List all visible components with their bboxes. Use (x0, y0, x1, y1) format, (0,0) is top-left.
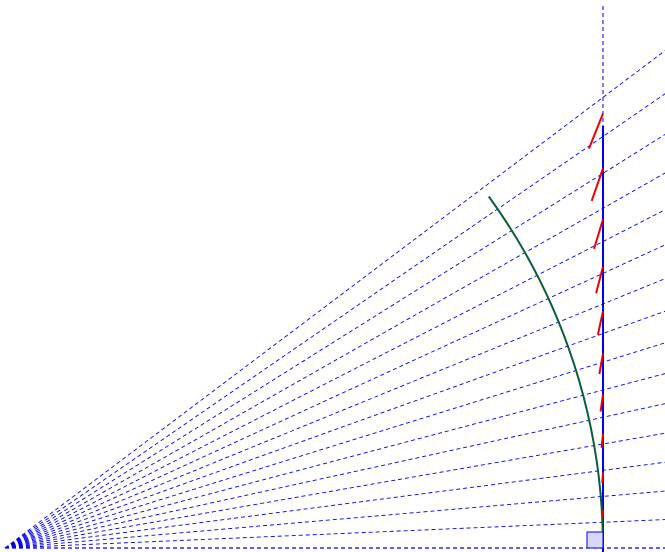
ray-line (4, 278, 665, 549)
right-angle-marker (586, 531, 604, 549)
ray-line (4, 461, 665, 549)
ray-line (4, 93, 665, 549)
ray-line (4, 432, 665, 549)
tangent-segment (600, 433, 604, 448)
tangent-segments (588, 113, 604, 518)
ray-line (4, 342, 665, 549)
ray-line (4, 50, 665, 549)
ray-line (4, 490, 665, 549)
ray-line (4, 373, 665, 549)
tangent-segment (598, 353, 604, 375)
radial-rays (4, 50, 665, 549)
tangent-segment (593, 218, 604, 250)
tangent-segment (601, 472, 604, 483)
ray-line (4, 244, 665, 549)
ray-line (4, 519, 665, 549)
ray-line (4, 310, 665, 549)
tangent-segment (595, 266, 604, 294)
tangent-segment (588, 113, 604, 149)
tangent-segment (596, 311, 604, 336)
tangent-segment (590, 168, 604, 202)
circular-arc (487, 195, 604, 549)
ray-line (4, 172, 665, 549)
tangent-segment (599, 394, 604, 412)
ray-line (4, 403, 665, 549)
ray-line (4, 209, 665, 549)
ray-line (4, 133, 665, 549)
